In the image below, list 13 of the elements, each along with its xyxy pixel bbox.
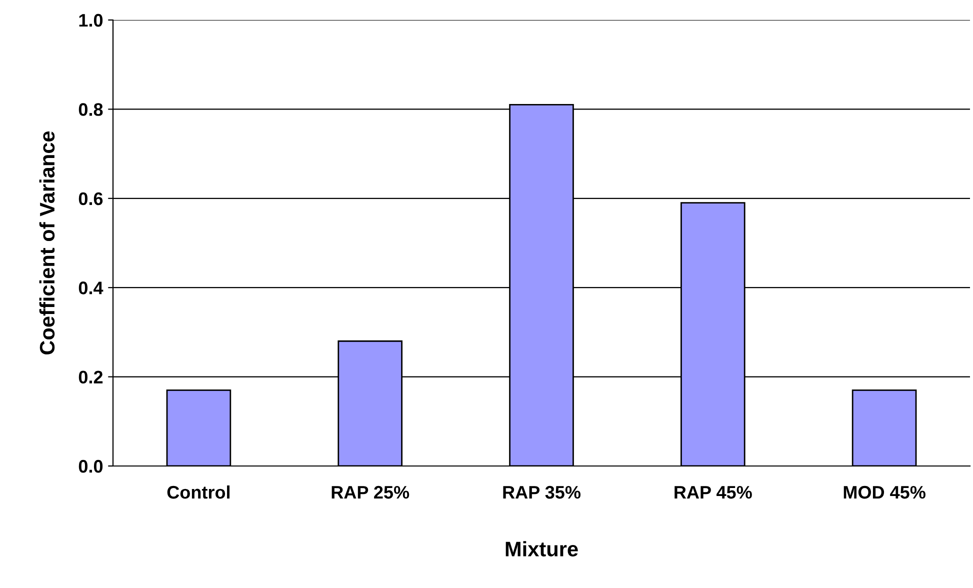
x-tick-label: RAP 35% [503,486,581,499]
y-tick-label: 1.0 [79,14,103,27]
x-tick-label: MOD 45% [844,486,926,499]
y-tick-label: 0.4 [78,282,104,294]
y-tick-label: 0.2 [78,370,103,384]
y-axis-title: Coefficient of Variance [39,131,55,354]
y-tick-label: 0.6 [78,192,103,206]
x-tick-label: Control [167,485,230,499]
x-tick-label: RAP 45% [674,486,752,499]
x-axis-title: Mixture [506,541,578,556]
y-tick-label: 0.0 [78,460,103,473]
x-tick-label: RAP 25% [332,486,410,499]
y-tick-label: 0.8 [78,103,103,116]
